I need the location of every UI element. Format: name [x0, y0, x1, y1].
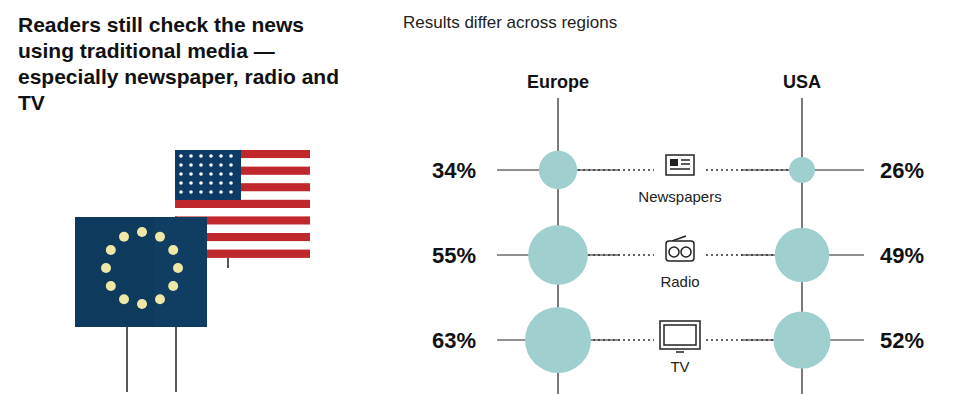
svg-text:34%: 34% [432, 158, 476, 183]
html-text:Readers still check the news u: Readers still check the news using tradi… [18, 13, 339, 114]
svg-text:Radio: Radio [660, 273, 699, 290]
html-text:Results differ across regions: Results differ across regions [403, 13, 618, 32]
svg-text:49%: 49% [880, 243, 924, 268]
svg-text:63%: 63% [432, 328, 476, 353]
svg-text:TV: TV [670, 358, 689, 375]
svg-text:52%: 52% [880, 328, 924, 353]
svg-text:26%: 26% [880, 158, 924, 183]
svg-text:55%: 55% [432, 243, 476, 268]
svg-text:Newspapers: Newspapers [638, 188, 721, 205]
svg-text:USA: USA [783, 72, 821, 92]
svg-text:Europe: Europe [527, 72, 589, 92]
